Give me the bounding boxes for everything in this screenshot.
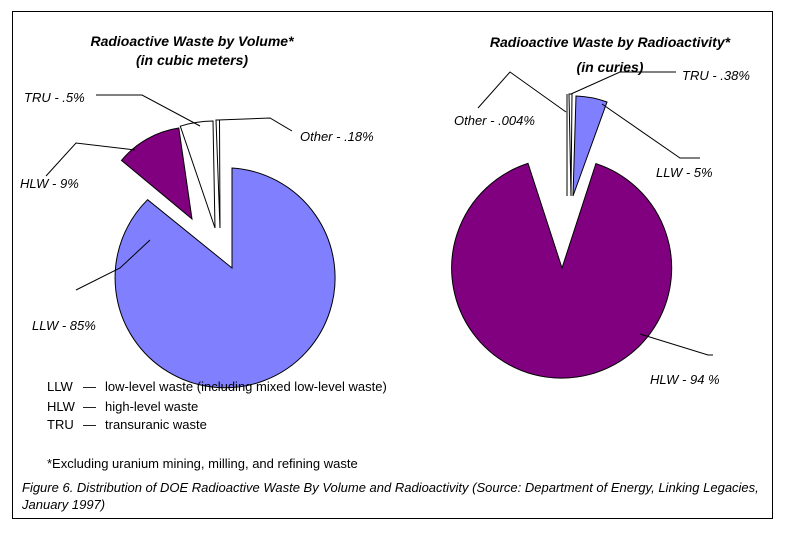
right-label-tru: TRU - .38% [682,68,750,83]
right-label-llw: LLW - 5% [656,165,713,180]
legend-row-hlw: HLW — high-level waste [47,398,198,416]
legend-abbr: HLW [47,399,75,414]
left-slice-llw [114,167,336,389]
left-slice-tru [179,120,216,229]
legend-abbr: TRU [47,417,74,432]
left-leader-llw [75,239,151,291]
legend-desc: low-level waste (including mixed low-lev… [105,379,387,394]
left-chart-subtitle: (in cubic meters) [136,52,248,68]
left-chart-title: Radioactive Waste by Volume* [90,33,294,49]
right-chart-subtitle: (in curies) [577,59,644,75]
left-leader-hlw [45,142,136,177]
right-leader-tru [570,71,676,95]
legend-abbr: LLW [47,379,73,394]
footnote: *Excluding uranium mining, milling, and … [47,456,358,471]
right-slice-hlw [451,162,673,379]
right-leader-other [477,71,567,113]
left-leader-tru [96,94,201,127]
left-label-hlw: HLW - 9% [20,176,79,191]
legend-dash: — [83,379,96,394]
right-slice-llw [572,95,608,197]
right-chart-title: Radioactive Waste by Radioactivity* [490,34,731,50]
right-leader-hlw [639,333,713,356]
left-slice-other [215,119,221,229]
legend-desc: high-level waste [105,399,199,414]
legend-desc: transuranic waste [105,417,207,432]
left-label-other: Other - .18% [300,129,374,144]
left-label-llw: LLW - 85% [32,318,96,333]
legend-row-tru: TRU — transuranic waste [47,416,207,434]
legend-dash: — [83,399,96,414]
right-leader-llw [601,103,700,159]
left-leader-other [217,117,293,132]
legend-dash: — [83,417,96,432]
legend-row-llw: LLW — low-level waste (including mixed low… [47,378,387,396]
left-slice-hlw [120,127,193,221]
right-label-other: Other - .004% [454,113,535,128]
left-label-tru: TRU - .5% [24,90,85,105]
right-slice-tru [568,93,573,197]
right-label-hlw: HLW - 94 % [650,372,720,387]
figure-caption: Figure 6. Distribution of DOE Radioactiv… [22,480,759,512]
